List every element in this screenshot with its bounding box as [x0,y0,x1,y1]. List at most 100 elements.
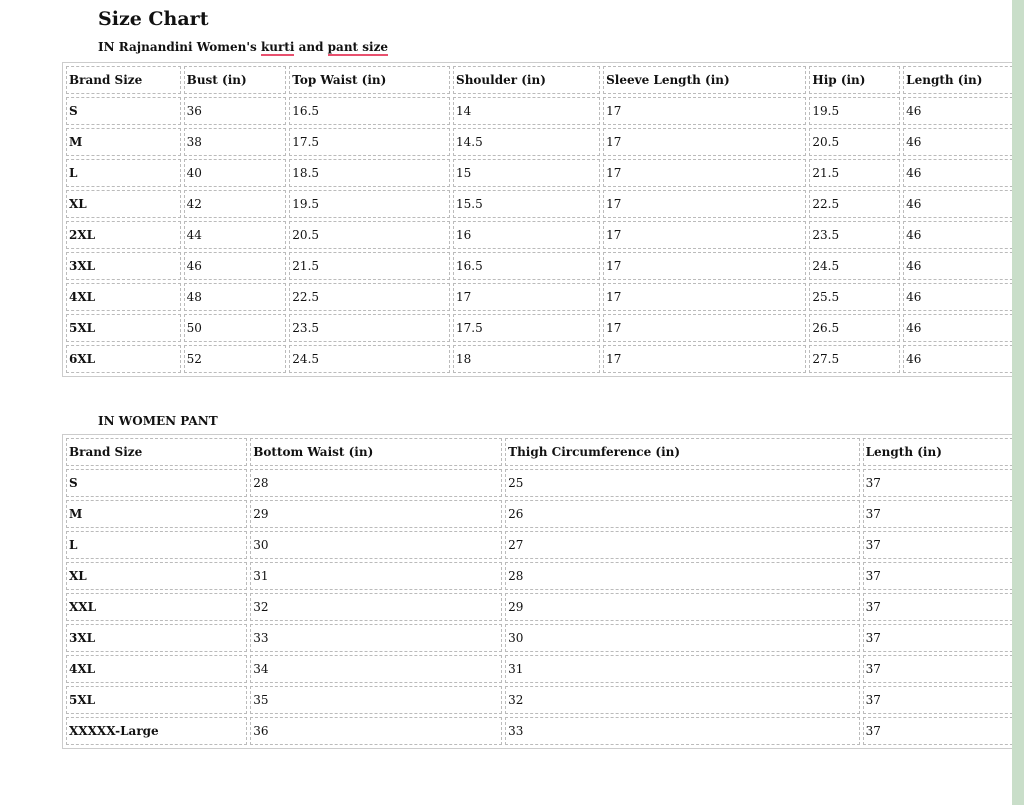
table-cell: M [66,500,248,528]
column-header: Hip (in) [809,66,901,94]
table-cell: 37 [862,500,1018,528]
table-cell: 3XL [66,252,181,280]
table-cell: 25 [505,469,860,497]
table-cell: 33 [250,624,503,652]
table-cell: 21.5 [809,159,901,187]
table-cell: 50 [183,314,287,342]
side-strip [1012,0,1024,805]
table-cell: 16 [453,221,601,249]
table-cell: 18.5 [289,159,451,187]
column-header: Bottom Waist (in) [250,438,503,466]
table-row: XXXXX-Large 36 33 37 [66,717,1018,745]
table-cell: 27 [505,531,860,559]
table-cell: 20.5 [289,221,451,249]
table-cell: 22.5 [809,190,901,218]
table-cell: 37 [862,531,1018,559]
table-row: XL 31 28 37 [66,562,1018,590]
table-cell: 15.5 [453,190,601,218]
table-row: XL 42 19.5 15.5 17 22.5 46 [66,190,1018,218]
table-cell: 17 [453,283,601,311]
table-cell: 17.5 [289,128,451,156]
table-cell: 46 [903,128,1018,156]
table-cell: XXXXX-Large [66,717,248,745]
table-header-row: Brand Size Bust (in) Top Waist (in) Shoulde… [66,66,1018,94]
table-cell: 26.5 [809,314,901,342]
pant-subtitle: IN WOMEN PANT [98,414,218,428]
table-cell: 30 [505,624,860,652]
table-row: 6XL 52 24.5 18 17 27.5 46 [66,345,1018,373]
table-header-row: Brand Size Bottom Waist (in) Thigh Circumf… [66,438,1018,466]
table-cell: 30 [250,531,503,559]
table-cell: 38 [183,128,287,156]
table-cell: 5XL [66,686,248,714]
table-row: L 40 18.5 15 17 21.5 46 [66,159,1018,187]
table-cell: 16.5 [289,97,451,125]
table-cell: 4XL [66,655,248,683]
table-cell: 23.5 [809,221,901,249]
table-cell: 14 [453,97,601,125]
table-cell: 17 [603,221,807,249]
table-cell: 35 [250,686,503,714]
spellcheck-word: pant size [327,40,389,56]
table-cell: 31 [250,562,503,590]
table-row: S 28 25 37 [66,469,1018,497]
table-cell: XL [66,190,181,218]
table-cell: 46 [903,97,1018,125]
table-cell: 44 [183,221,287,249]
table-row: 3XL 46 21.5 16.5 17 24.5 46 [66,252,1018,280]
table-cell: 18 [453,345,601,373]
table-cell: 37 [862,655,1018,683]
table-cell: 24.5 [809,252,901,280]
table-row: 5XL 35 32 37 [66,686,1018,714]
table-cell: XL [66,562,248,590]
table-cell: 37 [862,593,1018,621]
table-cell: 17 [603,283,807,311]
table-cell: 46 [903,221,1018,249]
table-cell: 34 [250,655,503,683]
table-row: 3XL 33 30 37 [66,624,1018,652]
column-header: Brand Size [66,66,181,94]
subtitle-text: IN Rajnandini Women's [98,40,261,54]
table-cell: 21.5 [289,252,451,280]
table-cell: 46 [903,345,1018,373]
table-cell: 46 [903,159,1018,187]
table-cell: 29 [250,500,503,528]
column-header: Thigh Circumference (in) [505,438,860,466]
table-cell: S [66,97,181,125]
table-cell: 20.5 [809,128,901,156]
table-cell: 46 [183,252,287,280]
table-cell: 46 [903,252,1018,280]
table-cell: 37 [862,717,1018,745]
column-header: Top Waist (in) [289,66,451,94]
table-cell: 28 [505,562,860,590]
column-header: Sleeve Length (in) [603,66,807,94]
table-cell: 32 [505,686,860,714]
table-cell: 15 [453,159,601,187]
table-cell: 46 [903,190,1018,218]
table-cell: 37 [862,469,1018,497]
table-cell: 17 [603,97,807,125]
table-cell: 33 [505,717,860,745]
table-cell: 23.5 [289,314,451,342]
table-cell: 37 [862,686,1018,714]
table-cell: 46 [903,314,1018,342]
table-cell: 17.5 [453,314,601,342]
table-cell: 19.5 [289,190,451,218]
table-cell: 5XL [66,314,181,342]
table-row: 5XL 50 23.5 17.5 17 26.5 46 [66,314,1018,342]
table-cell: 3XL [66,624,248,652]
table-cell: 37 [862,562,1018,590]
table-cell: 29 [505,593,860,621]
table-row: 4XL 34 31 37 [66,655,1018,683]
table-cell: 2XL [66,221,181,249]
table-cell: 36 [183,97,287,125]
table-cell: 37 [862,624,1018,652]
column-header: Shoulder (in) [453,66,601,94]
table-cell: 17 [603,314,807,342]
table-cell: 19.5 [809,97,901,125]
subtitle-text: and [294,40,328,54]
table-cell: 26 [505,500,860,528]
table-cell: 17 [603,345,807,373]
table-cell: 27.5 [809,345,901,373]
table-cell: 42 [183,190,287,218]
